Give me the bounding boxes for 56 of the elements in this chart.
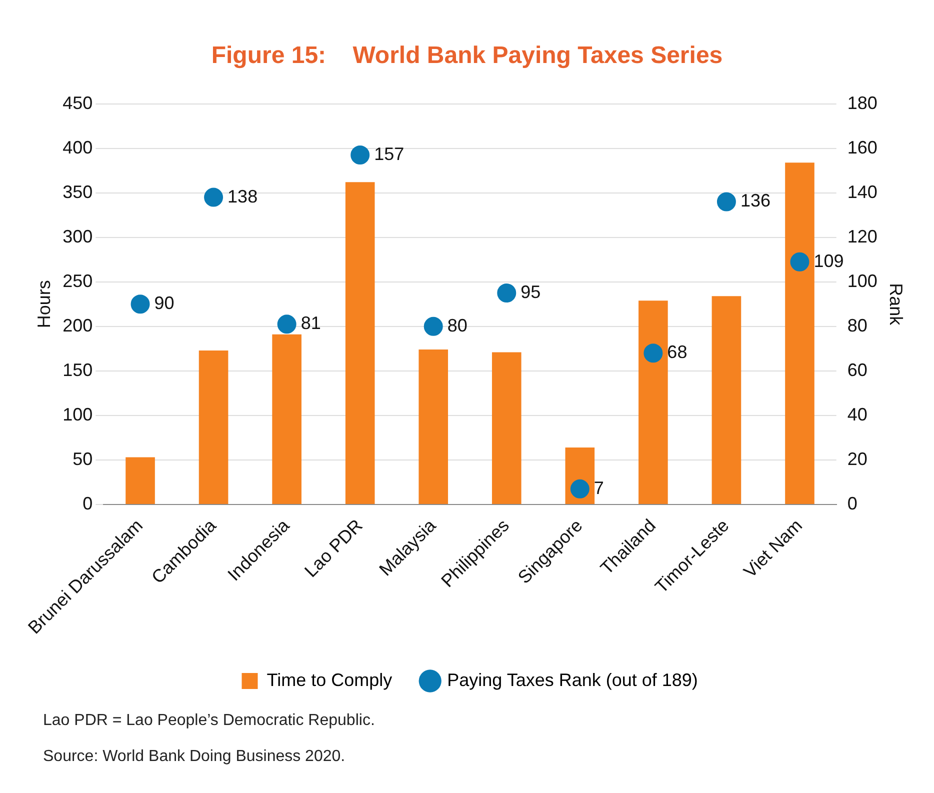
legend-label: Paying Taxes Rank (out of 189) bbox=[447, 670, 698, 690]
y-tick-label: 50 bbox=[72, 448, 93, 469]
y-tick-label: 0 bbox=[82, 493, 93, 514]
y2-tick-label: 60 bbox=[847, 360, 868, 380]
point bbox=[497, 284, 516, 303]
y2-tick-label: 120 bbox=[847, 226, 878, 246]
y2-tick-label: 40 bbox=[847, 404, 868, 424]
chart-title: Figure 15: World Bank Paying Taxes Series bbox=[210, 42, 724, 70]
y2-tick-label: 100 bbox=[847, 270, 878, 291]
data-label: 109 bbox=[814, 250, 844, 271]
y2-tick-label: 20 bbox=[847, 448, 868, 469]
data-label: 136 bbox=[740, 190, 771, 211]
y-tick-label: 350 bbox=[62, 182, 93, 202]
y2-tick-label: 80 bbox=[847, 315, 868, 336]
y-tick-label: 450 bbox=[62, 92, 93, 113]
y2-tick-label: 180 bbox=[847, 92, 878, 113]
bar bbox=[198, 350, 228, 504]
y2-axis-title: Rank bbox=[886, 283, 906, 326]
point bbox=[350, 146, 370, 164]
y-tick-label: 200 bbox=[62, 315, 93, 336]
bar bbox=[126, 457, 155, 504]
data-label: 80 bbox=[447, 315, 468, 336]
bar bbox=[712, 296, 742, 504]
point bbox=[130, 294, 150, 314]
point bbox=[570, 479, 590, 498]
text: Lao PDR = Lao People’s Democratic Republic. bbox=[43, 712, 375, 730]
bar bbox=[492, 352, 522, 504]
data-label: 95 bbox=[520, 282, 541, 302]
data-label: 157 bbox=[374, 144, 404, 164]
point bbox=[424, 316, 443, 336]
y-tick-label: 250 bbox=[62, 270, 93, 291]
data-label: 7 bbox=[594, 478, 604, 498]
bar bbox=[785, 162, 814, 504]
point bbox=[204, 188, 224, 207]
point bbox=[716, 192, 736, 212]
y-tick-label: 400 bbox=[62, 137, 93, 158]
y2-tick-label: 160 bbox=[847, 137, 878, 158]
data-label: 90 bbox=[154, 293, 174, 314]
point bbox=[644, 344, 663, 363]
data-label: 81 bbox=[300, 313, 321, 334]
bar bbox=[345, 182, 375, 504]
y-axis-title: Hours bbox=[34, 280, 54, 328]
bar bbox=[272, 334, 302, 504]
source-note: Source: World Bank Doing Business 2020. bbox=[43, 748, 346, 766]
point bbox=[790, 252, 810, 272]
bar bbox=[418, 350, 448, 504]
y-tick-label: 150 bbox=[62, 360, 93, 380]
legend-label: Time to Comply bbox=[266, 670, 392, 690]
y2-tick-label: 140 bbox=[847, 182, 878, 202]
y2-tick-label: 0 bbox=[847, 493, 858, 514]
bar bbox=[638, 300, 668, 504]
data-label: 68 bbox=[667, 342, 688, 362]
point bbox=[277, 314, 296, 334]
y-tick-label: 100 bbox=[62, 404, 93, 424]
data-label: 138 bbox=[228, 186, 258, 206]
y-tick-label: 300 bbox=[62, 226, 93, 246]
